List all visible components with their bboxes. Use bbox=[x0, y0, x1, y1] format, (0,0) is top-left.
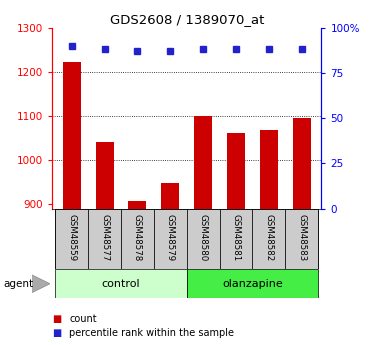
Bar bbox=[55, 209, 88, 269]
Text: GSM48578: GSM48578 bbox=[133, 214, 142, 261]
Text: count: count bbox=[69, 314, 97, 324]
Text: control: control bbox=[102, 279, 140, 289]
Bar bbox=[187, 209, 219, 269]
Bar bbox=[293, 118, 311, 209]
Text: GSM48580: GSM48580 bbox=[199, 214, 208, 261]
Bar bbox=[219, 209, 253, 269]
Text: GSM48582: GSM48582 bbox=[264, 214, 273, 261]
Text: ■: ■ bbox=[52, 314, 61, 324]
Bar bbox=[194, 116, 212, 209]
Text: olanzapine: olanzapine bbox=[222, 279, 283, 289]
Bar bbox=[128, 201, 146, 209]
Title: GDS2608 / 1389070_at: GDS2608 / 1389070_at bbox=[110, 13, 264, 27]
Bar bbox=[253, 209, 285, 269]
Bar bbox=[227, 133, 245, 209]
Bar bbox=[63, 62, 81, 209]
Bar bbox=[260, 130, 278, 209]
Text: GSM48559: GSM48559 bbox=[67, 214, 76, 261]
Text: percentile rank within the sample: percentile rank within the sample bbox=[69, 328, 234, 338]
Bar bbox=[187, 269, 318, 298]
Bar bbox=[95, 141, 114, 209]
Text: GSM48579: GSM48579 bbox=[166, 214, 175, 261]
Text: ■: ■ bbox=[52, 328, 61, 338]
Bar bbox=[55, 269, 187, 298]
Bar bbox=[154, 209, 187, 269]
Bar bbox=[161, 183, 179, 209]
Bar bbox=[121, 209, 154, 269]
Text: GSM48577: GSM48577 bbox=[100, 214, 109, 261]
Text: agent: agent bbox=[4, 279, 34, 289]
Text: GSM48583: GSM48583 bbox=[297, 214, 306, 261]
Polygon shape bbox=[32, 275, 50, 293]
Text: GSM48581: GSM48581 bbox=[231, 214, 241, 261]
Bar bbox=[285, 209, 318, 269]
Bar bbox=[88, 209, 121, 269]
